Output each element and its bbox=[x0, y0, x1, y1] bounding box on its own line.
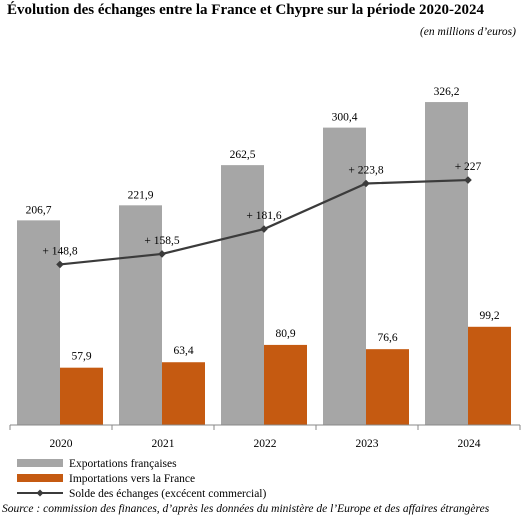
balance-label-2020: + 148,8 bbox=[42, 245, 77, 257]
export-bar-2021 bbox=[119, 205, 162, 425]
import-label-2023: 76,6 bbox=[377, 332, 397, 344]
legend-label-balance: Solde des échanges (excécent commercial) bbox=[69, 488, 266, 500]
import-bar-2023 bbox=[366, 349, 409, 425]
balance-line-group: + 148,8 + 158,5 + 181,6 + 223,8 + 227 bbox=[42, 161, 482, 269]
x-axis: 2020 2021 2022 2023 2024 bbox=[9, 424, 521, 450]
unit-note: (en millions d’euros) bbox=[419, 26, 516, 38]
import-label-2024: 99,2 bbox=[479, 310, 499, 322]
x-tick-2023: 2023 bbox=[356, 438, 379, 450]
legend-swatch-balance-marker bbox=[36, 489, 44, 497]
balance-point-2024 bbox=[464, 176, 472, 184]
import-bar-2022 bbox=[264, 344, 307, 425]
export-label-2020: 206,7 bbox=[26, 204, 52, 216]
import-bar-2024 bbox=[468, 326, 511, 425]
x-tick-2021: 2021 bbox=[152, 438, 175, 450]
export-label-2022: 262,5 bbox=[230, 149, 256, 161]
legend-swatch-exports bbox=[17, 459, 63, 467]
balance-point-2020 bbox=[56, 260, 64, 269]
import-label-2022: 80,9 bbox=[275, 328, 295, 340]
import-bar-2021 bbox=[162, 362, 205, 425]
x-tick-2024: 2024 bbox=[458, 438, 481, 450]
import-bar-2020 bbox=[60, 367, 103, 425]
x-tick-2020: 2020 bbox=[50, 438, 73, 450]
export-bar-2024 bbox=[425, 102, 468, 425]
source-note: Source : commission des finances, d’aprè… bbox=[2, 503, 490, 515]
export-label-2021: 221,9 bbox=[128, 189, 154, 201]
balance-label-2022: + 181,6 bbox=[246, 210, 281, 222]
legend-label-imports: Importations vers la France bbox=[69, 473, 195, 485]
chart-title: Évolution des échanges entre la France e… bbox=[7, 2, 485, 18]
balance-point-2021 bbox=[158, 250, 166, 258]
export-label-2024: 326,2 bbox=[434, 86, 460, 98]
export-bar-2023 bbox=[323, 127, 366, 425]
export-bar-2022 bbox=[221, 165, 264, 425]
legend-label-exports: Exportations françaises bbox=[69, 458, 177, 470]
balance-label-2024: + 227 bbox=[455, 161, 482, 173]
import-label-2020: 57,9 bbox=[71, 351, 91, 363]
import-label-2021: 63,4 bbox=[173, 345, 193, 357]
export-label-2023: 300,4 bbox=[332, 112, 358, 124]
legend: Exportations françaises Importations vers… bbox=[17, 458, 266, 500]
balance-label-2023: + 223,8 bbox=[348, 164, 383, 176]
balance-label-2021: + 158,5 bbox=[144, 235, 179, 247]
x-tick-2022: 2022 bbox=[254, 438, 277, 450]
balance-point-2023 bbox=[362, 179, 370, 188]
export-bar-2020 bbox=[17, 220, 60, 425]
legend-swatch-imports bbox=[17, 474, 63, 482]
balance-point-2022 bbox=[260, 225, 268, 233]
bars-group: 206,7 57,9 221,9 63,4 262,5 80,9 300,4 76,6 326,… bbox=[17, 86, 511, 425]
